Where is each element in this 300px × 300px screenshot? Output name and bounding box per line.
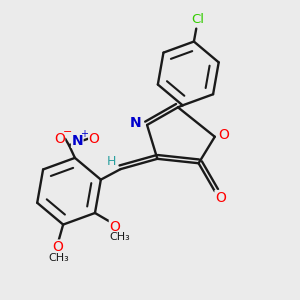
Text: CH₃: CH₃ [48,253,69,263]
Text: O: O [88,132,100,146]
Text: N: N [130,116,142,130]
Text: O: O [218,128,229,142]
Text: O: O [54,132,65,146]
Text: −: − [63,127,72,137]
Text: Cl: Cl [191,13,204,26]
Text: N: N [71,134,83,148]
Text: CH₃: CH₃ [109,232,130,242]
Text: O: O [110,220,120,234]
Text: H: H [107,155,116,168]
Text: O: O [215,191,226,205]
Text: O: O [52,240,63,254]
Text: +: + [80,129,88,139]
